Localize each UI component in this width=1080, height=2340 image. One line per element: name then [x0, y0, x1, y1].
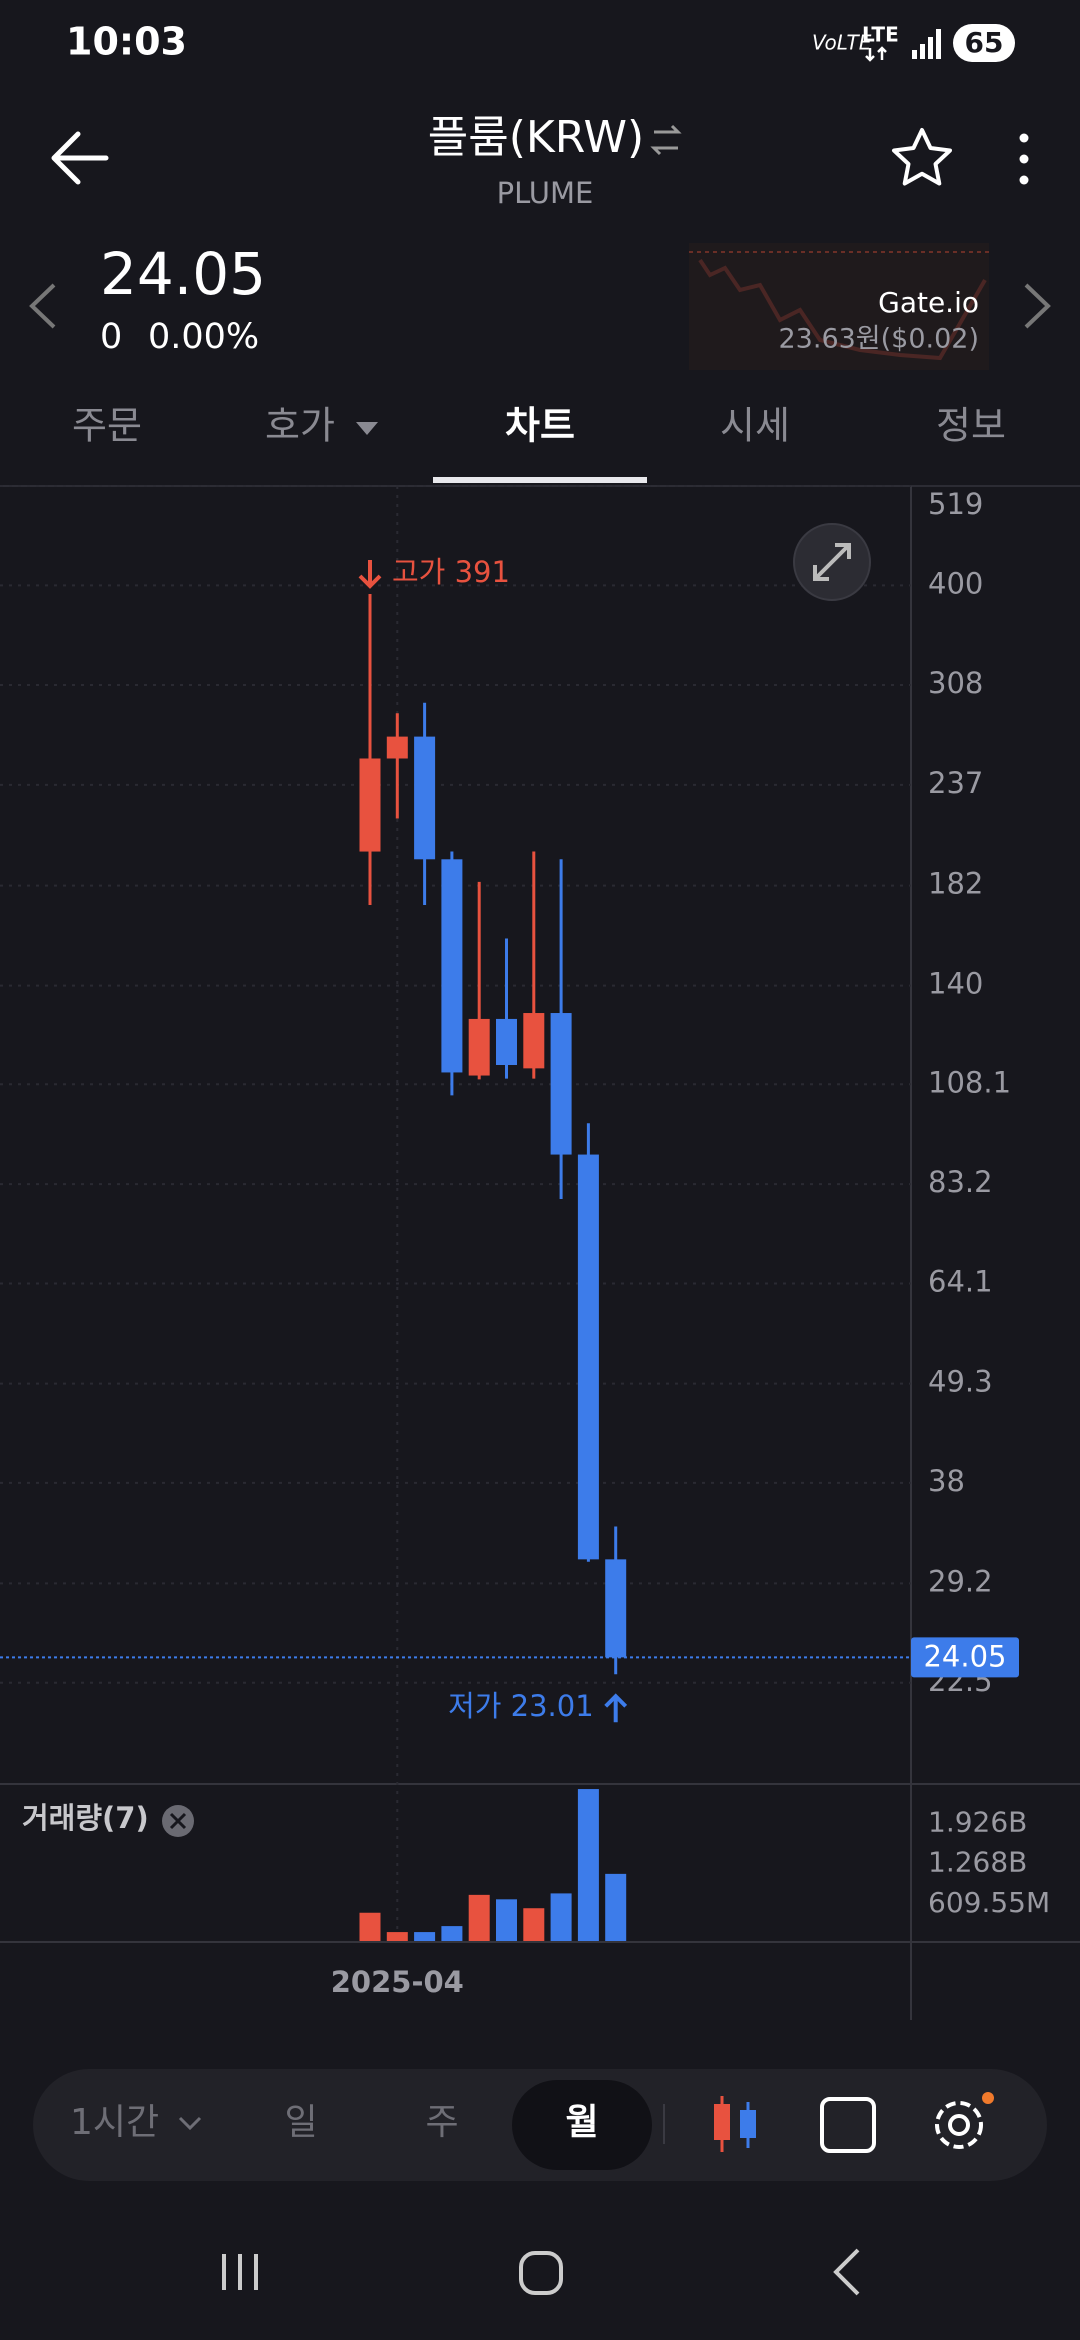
volume-close-icon: [169, 1812, 187, 1830]
volume-bar: [468, 1894, 490, 1941]
y-tick-label: 49.3: [928, 1365, 993, 1399]
high-label: 고가 391: [392, 555, 510, 589]
current-price: 24.05: [100, 240, 266, 308]
low-label: 저가 23.01: [448, 1689, 594, 1723]
tab-indicator: [433, 477, 647, 483]
tab[interactable]: 시세: [720, 404, 790, 448]
coin-symbol: PLUME: [497, 176, 594, 210]
candle-body: [359, 758, 381, 852]
y-tick-label: 83.2: [928, 1165, 993, 1199]
y-tick-label: 108.1: [928, 1065, 1011, 1099]
tab[interactable]: 정보: [936, 404, 1006, 448]
mini-chart[interactable]: [689, 243, 989, 370]
volume-bar: [386, 1932, 408, 1941]
candle-type-button[interactable]: [714, 2096, 756, 2152]
price-change-rate: 0.00%: [148, 317, 259, 357]
status-volte: VoLTE: [812, 31, 872, 55]
y-tick-label: 400: [928, 566, 983, 600]
nav-back[interactable]: [833, 2248, 860, 2296]
expand-icon: [813, 543, 851, 581]
interval-dropdown: [178, 2116, 202, 2131]
y-tick-label: 519: [928, 487, 983, 521]
period-button[interactable]: 주: [425, 2102, 458, 2143]
volume-bar: [441, 1926, 463, 1941]
period-selected-bg: [512, 2080, 652, 2170]
candle-body: [550, 1013, 572, 1155]
next-button[interactable]: [1024, 283, 1051, 329]
y-tick-label: 237: [928, 766, 983, 800]
y-tick-label: 308: [928, 666, 983, 700]
candle-body: [523, 1013, 545, 1069]
low-arrow: [604, 1693, 628, 1723]
favorite-button[interactable]: [892, 128, 952, 186]
candle-body: [441, 859, 463, 1073]
volume-bar: [550, 1893, 572, 1941]
tab-dropdown: [356, 422, 378, 435]
tab[interactable]: 호가: [265, 404, 335, 448]
volume-bar: [577, 1789, 599, 1941]
chart: 519 400 308 237 182 140 108.1 83.2 64.1 49.3 38 29.…: [0, 485, 1050, 1999]
exchange-price: 23.63원($0.02): [779, 324, 980, 355]
nav-recent[interactable]: [222, 2254, 258, 2290]
candle-body: [496, 1018, 517, 1065]
y-tick-label: 182: [928, 867, 983, 901]
volume-bar: [414, 1932, 436, 1941]
volume-bar: [496, 1899, 517, 1941]
settings-button[interactable]: [935, 2092, 994, 2149]
swap-icon[interactable]: [650, 124, 682, 156]
candle-body: [414, 736, 436, 860]
volume-title: 거래량(7): [22, 1801, 149, 1835]
y-tick-label: 29.2: [928, 1564, 993, 1598]
back-button[interactable]: [51, 131, 109, 185]
candle-body: [386, 736, 408, 759]
volume-tick-label: 1.268B: [928, 1846, 1027, 1879]
y-tick-label: 38: [928, 1464, 965, 1498]
prev-button[interactable]: [29, 283, 56, 329]
status-network: LTE: [862, 23, 899, 47]
x-tick-label: 2025-04: [331, 1965, 464, 1999]
status-data-icon: [865, 46, 887, 62]
mini-chart-line: [698, 258, 987, 361]
tab-selected[interactable]: 차트: [505, 404, 575, 448]
price-change: 0: [100, 317, 122, 357]
nav-home[interactable]: [519, 2251, 563, 2295]
high-arrow: [358, 559, 382, 589]
last-price-label: 24.05: [923, 1639, 1006, 1673]
tab[interactable]: 주문: [72, 404, 142, 448]
coin-title: 플룸(KRW): [428, 112, 644, 163]
status-time: 10:03: [66, 20, 187, 64]
last-price-tag: [911, 1637, 1019, 1678]
more-button[interactable]: [1019, 133, 1029, 185]
battery: [953, 24, 1015, 62]
interval-select[interactable]: 1시간: [70, 2102, 159, 2143]
status-signal: [912, 29, 941, 59]
battery-level: 65: [965, 26, 1004, 59]
volume-bar: [605, 1873, 627, 1941]
exchange-name: Gate.io: [878, 286, 979, 319]
candle-body: [605, 1559, 627, 1658]
candle-body: [468, 1018, 490, 1076]
y-tick-label: 140: [928, 967, 983, 1001]
candle-body: [577, 1154, 599, 1560]
volume-bar: [523, 1908, 545, 1941]
volume-tick-label: 609.55M: [928, 1886, 1050, 1919]
y-tick-label: 64.1: [928, 1265, 993, 1299]
volume-bar: [359, 1912, 381, 1941]
volume-tick-label: 1.926B: [928, 1805, 1027, 1838]
layout-button[interactable]: [820, 2097, 876, 2153]
period-button[interactable]: 일: [284, 2102, 317, 2143]
period-selected[interactable]: 월: [565, 2102, 598, 2143]
